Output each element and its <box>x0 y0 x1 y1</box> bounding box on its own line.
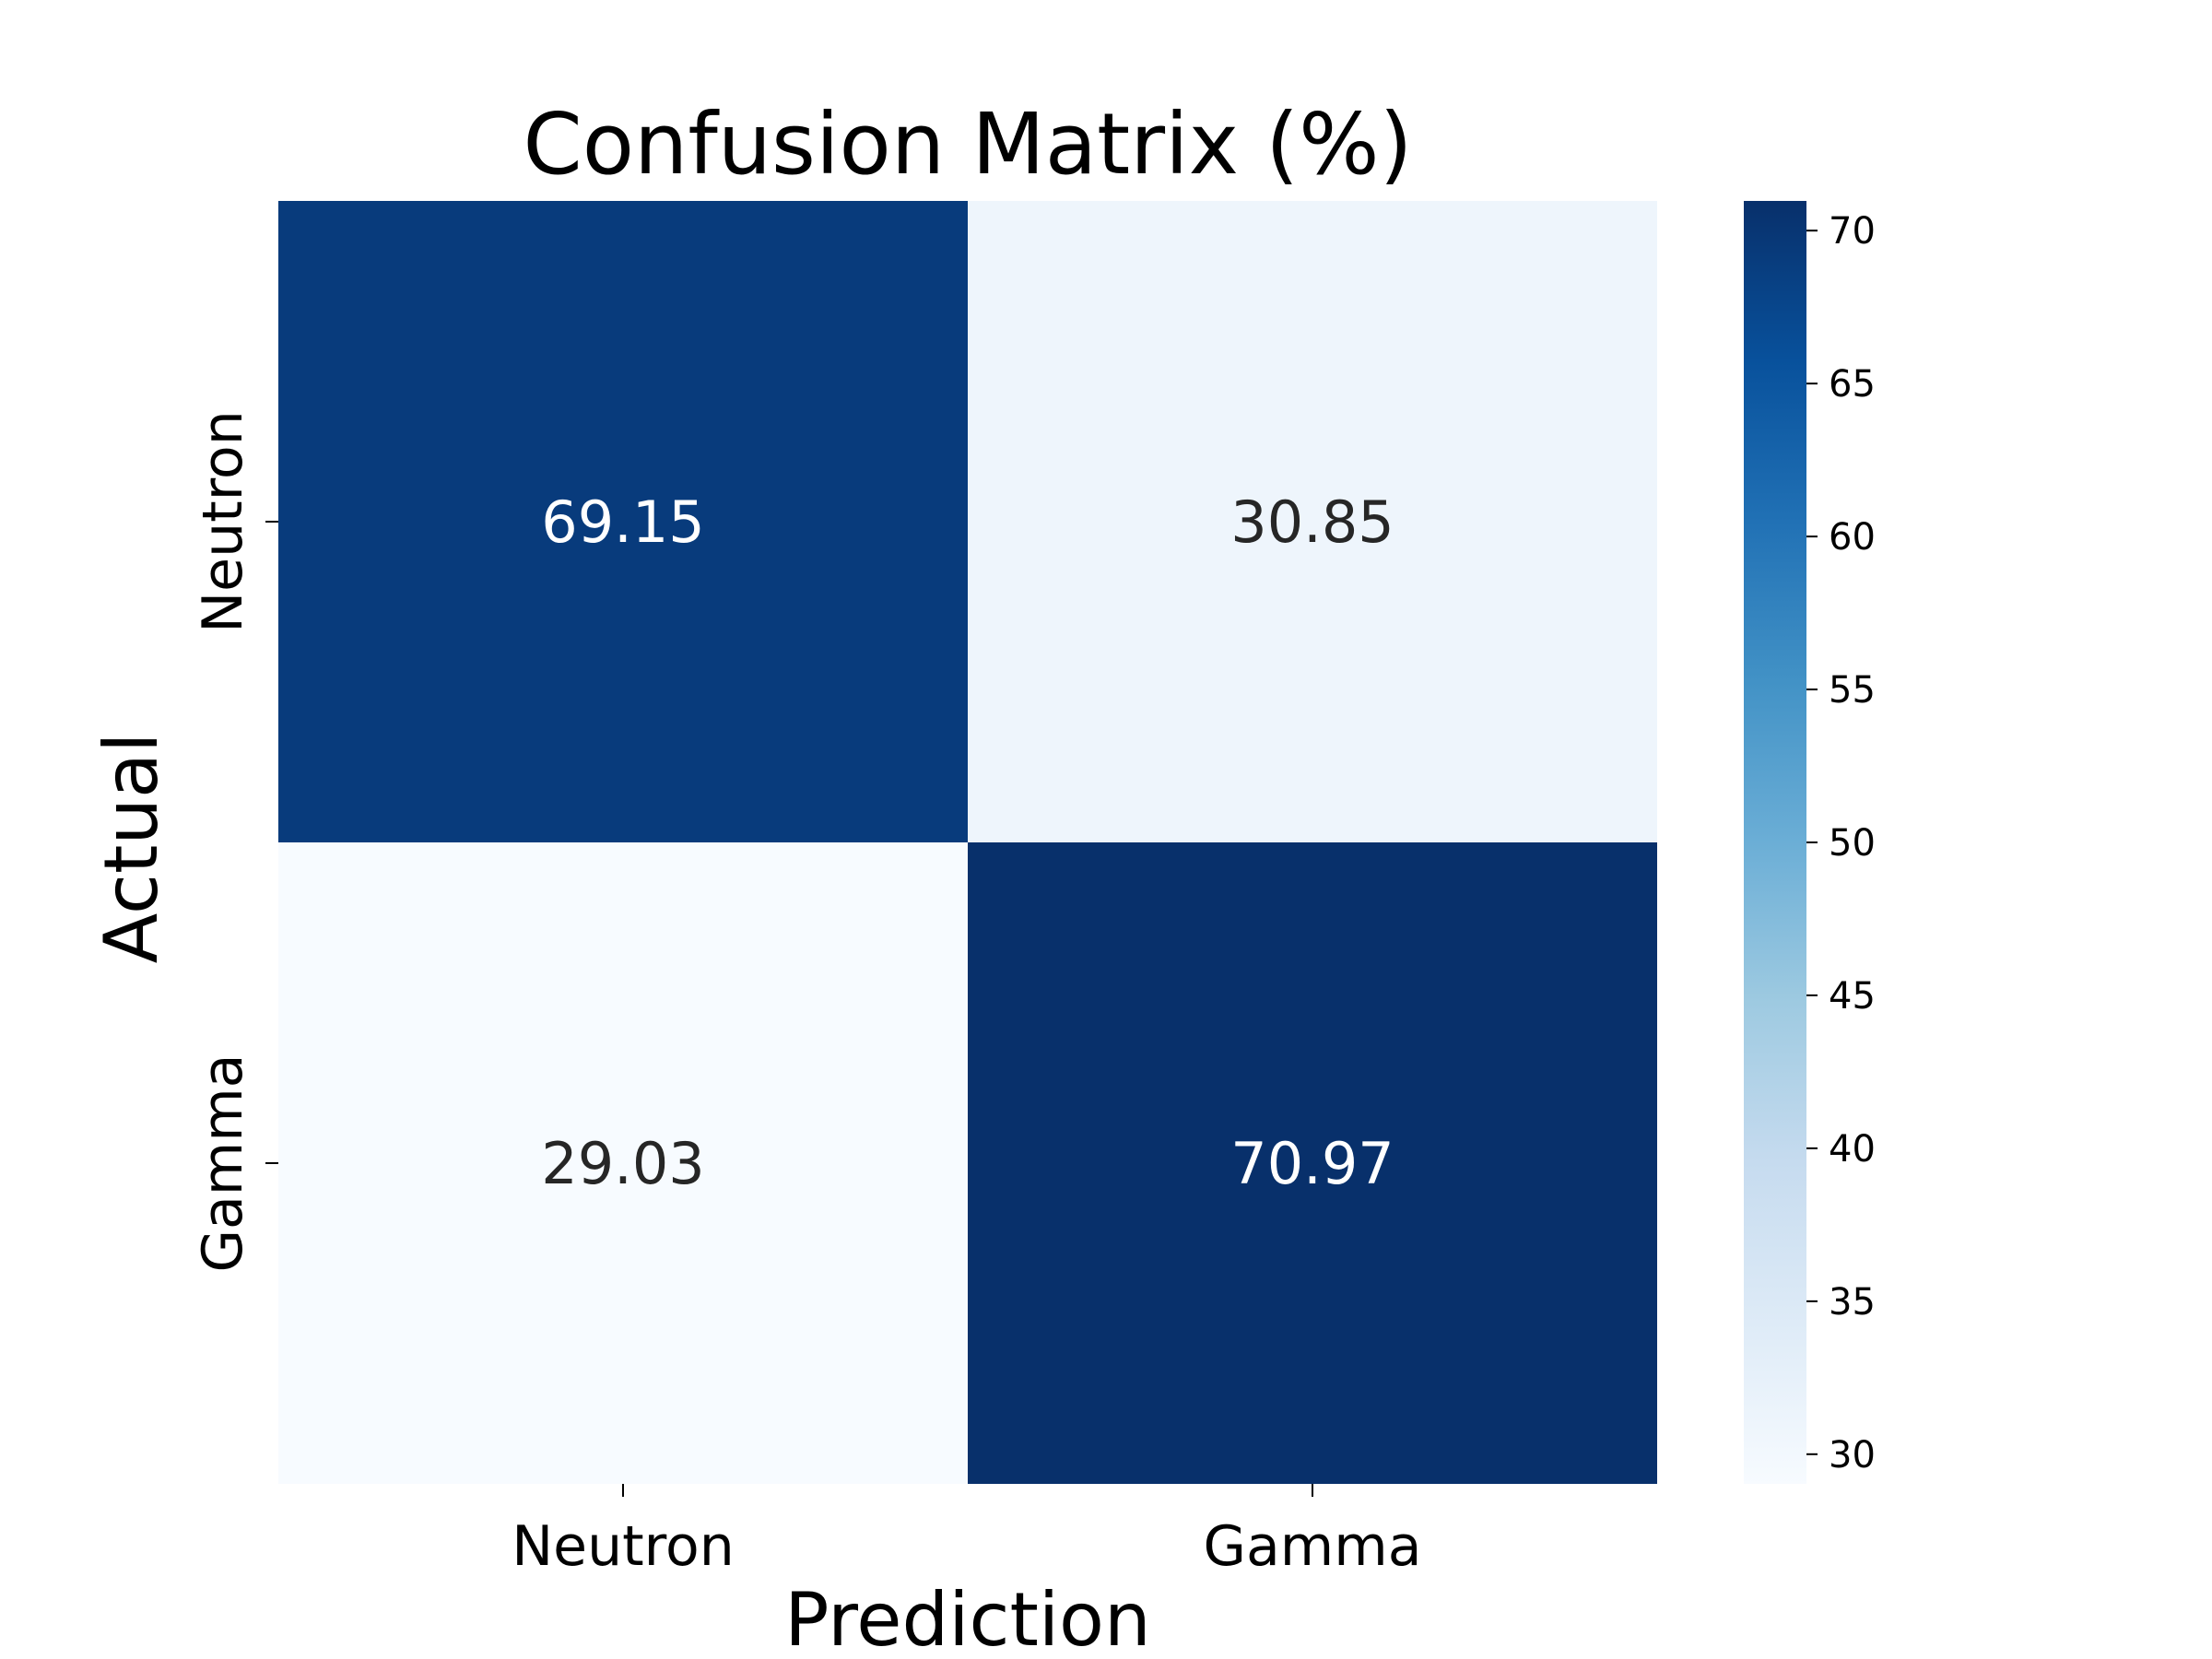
colorbar-tick-label: 60 <box>1829 516 1876 559</box>
chart-title: Confusion Matrix (%) <box>524 95 1413 194</box>
colorbar-gradient <box>1744 201 1806 1484</box>
heatmap-value-label: 30.85 <box>1230 488 1394 556</box>
x-tick-label: Neutron <box>512 1514 734 1579</box>
heatmap-value-label: 69.15 <box>541 488 705 556</box>
x-axis: Neutron Gamma <box>512 1484 1421 1579</box>
x-tick-label: Gamma <box>1204 1514 1422 1579</box>
colorbar-tick-label: 65 <box>1829 363 1876 406</box>
heatmap-value-label: 70.97 <box>1230 1130 1394 1197</box>
colorbar-tick-label: 30 <box>1829 1434 1876 1477</box>
colorbar-tick-label: 45 <box>1829 975 1876 1018</box>
heatmap-cells <box>278 201 1657 1484</box>
heatmap-cell <box>278 201 968 842</box>
heatmap-cell <box>968 201 1657 842</box>
y-axis: Neutron Gamma <box>191 410 278 1272</box>
heatmap-cell <box>278 842 968 1484</box>
colorbar: 30 35 40 45 50 55 60 65 70 <box>1744 201 1876 1484</box>
colorbar-tick-label: 55 <box>1829 669 1876 712</box>
colorbar-tick-label: 50 <box>1829 822 1876 865</box>
heatmap-cell <box>968 842 1657 1484</box>
heatmap-value-label: 29.03 <box>541 1130 705 1197</box>
y-tick-label: Neutron <box>191 410 255 632</box>
y-tick-label: Gamma <box>191 1054 255 1273</box>
x-axis-label: Prediction <box>784 1577 1150 1659</box>
heatmap-value-labels: 69.15 30.85 29.03 70.97 <box>541 488 1394 1197</box>
colorbar-tick-label: 70 <box>1829 210 1876 253</box>
y-axis-label: Actual <box>88 733 174 964</box>
colorbar-tick-label: 40 <box>1829 1128 1876 1171</box>
colorbar-tick-label: 35 <box>1829 1281 1876 1324</box>
